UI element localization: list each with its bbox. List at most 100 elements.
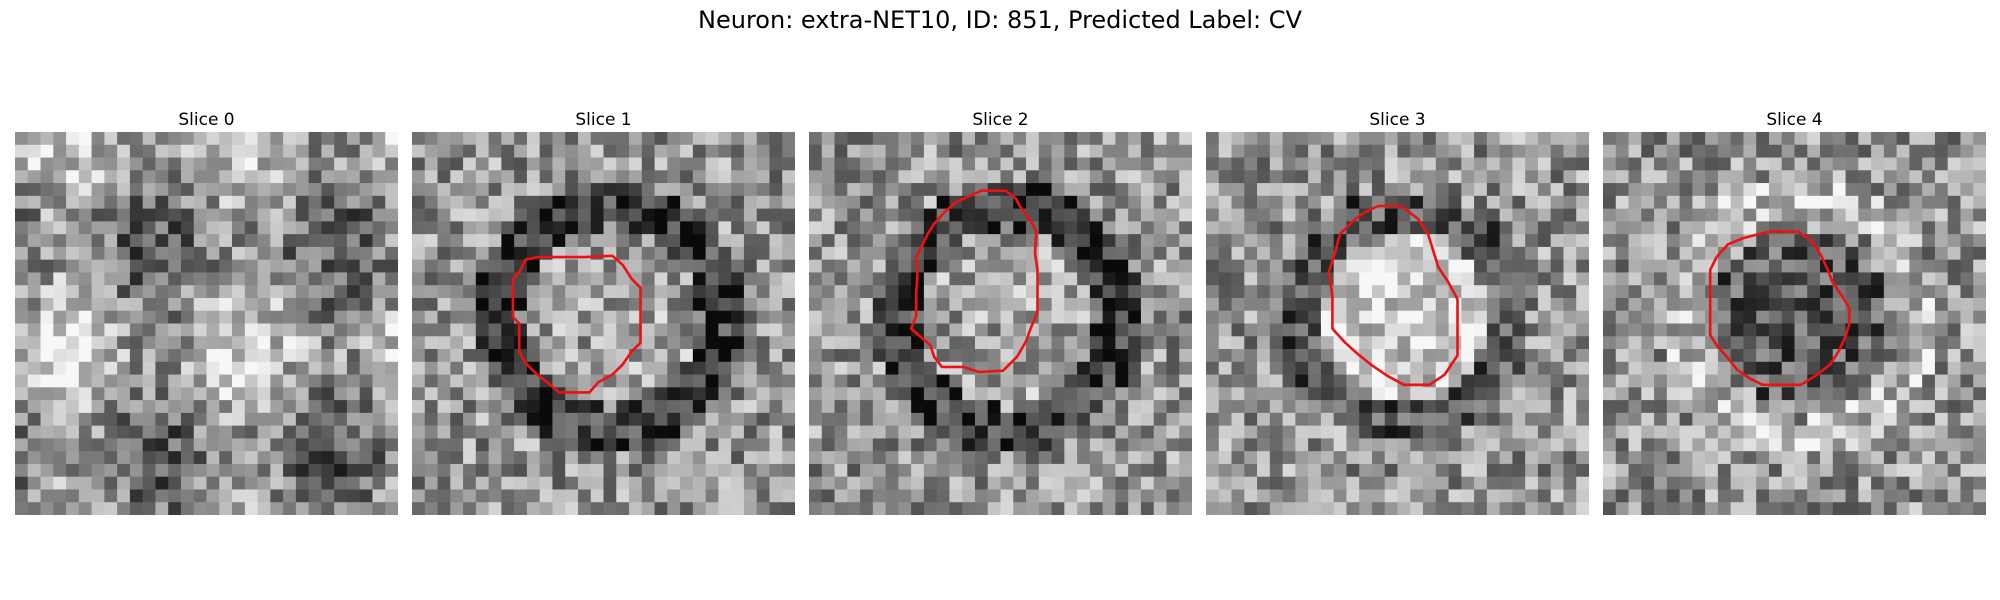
pixel-cell xyxy=(1308,489,1322,503)
pixel-cell xyxy=(962,412,976,427)
pixel-cell xyxy=(1934,502,1949,515)
pixel-cell xyxy=(731,349,745,363)
pixel-cell xyxy=(372,183,386,197)
pixel-cell xyxy=(424,259,438,273)
pixel-cell xyxy=(590,425,604,439)
pixel-cell xyxy=(1922,208,1936,222)
pixel-cell xyxy=(1295,451,1309,465)
pixel-cell xyxy=(1038,451,1052,465)
pixel-cell xyxy=(885,259,899,273)
pixel-cell xyxy=(1871,234,1885,248)
pixel-cell xyxy=(1115,387,1129,401)
pixel-cell xyxy=(463,297,477,312)
pixel-cell xyxy=(1512,400,1526,414)
pixel-cell xyxy=(514,234,528,248)
pixel-cell xyxy=(488,361,502,375)
pixel-cell xyxy=(142,438,156,452)
pixel-cell xyxy=(78,310,92,324)
pixel-cell xyxy=(359,425,373,439)
pixel-cell xyxy=(1384,400,1398,414)
pixel-cell xyxy=(1512,451,1526,465)
pixel-cell xyxy=(463,221,477,235)
pixel-cell xyxy=(1654,374,1668,388)
pixel-cell xyxy=(641,259,655,273)
pixel-cell xyxy=(1371,234,1386,248)
pixel-cell xyxy=(142,451,156,465)
pixel-cell xyxy=(1896,361,1910,375)
pixel-cell xyxy=(1934,221,1949,235)
pixel-cell xyxy=(104,387,118,401)
pixel-cell xyxy=(168,374,182,388)
pixel-cell xyxy=(78,183,92,197)
pixel-cell xyxy=(475,144,489,158)
pixel-cell xyxy=(1140,400,1155,414)
pixel-cell xyxy=(705,221,719,235)
pixel-cell xyxy=(1013,412,1027,427)
pixel-cell xyxy=(232,195,246,209)
pixel-cell xyxy=(501,400,515,414)
pixel-cell xyxy=(1499,132,1513,146)
pixel-cell xyxy=(1973,425,1986,439)
pixel-cell xyxy=(962,323,976,337)
pixel-cell xyxy=(1832,297,1846,312)
pixel-cell xyxy=(1410,502,1424,515)
pixel-cell xyxy=(180,502,195,515)
slice-image xyxy=(412,132,795,515)
pixel-cell xyxy=(475,310,489,324)
pixel-cell xyxy=(270,170,284,184)
pixel-cell xyxy=(1026,425,1040,439)
pixel-cell xyxy=(1486,400,1501,414)
pixel-cell xyxy=(1883,476,1898,490)
pixel-cell xyxy=(1615,425,1629,439)
pixel-cell xyxy=(1615,400,1629,414)
pixel-cell xyxy=(206,272,220,286)
pixel-cell xyxy=(1486,170,1501,184)
pixel-cell xyxy=(756,425,770,439)
pixel-cell xyxy=(27,323,41,337)
pixel-cell xyxy=(1909,221,1923,235)
pixel-cell xyxy=(193,451,207,465)
pixel-cell xyxy=(1499,144,1513,158)
pixel-cell xyxy=(1820,463,1834,478)
pixel-cell xyxy=(603,272,617,286)
pixel-cell xyxy=(629,425,643,439)
pixel-cell xyxy=(1499,323,1513,337)
pixel-cell xyxy=(1244,310,1258,324)
pixel-cell xyxy=(155,132,169,146)
pixel-cell xyxy=(1384,438,1398,452)
pixel-cell xyxy=(321,387,335,401)
pixel-cell xyxy=(295,463,310,478)
pixel-cell xyxy=(834,170,848,184)
pixel-cell xyxy=(1781,285,1795,299)
pixel-cell xyxy=(1499,412,1513,427)
pixel-cell xyxy=(1563,157,1577,171)
pixel-cell xyxy=(1128,463,1142,478)
pixel-cell xyxy=(475,361,489,375)
pixel-cell xyxy=(1128,310,1142,324)
pixel-cell xyxy=(1486,259,1501,273)
pixel-cell xyxy=(514,208,528,222)
pixel-cell xyxy=(872,259,886,273)
pixel-cell xyxy=(1038,259,1052,273)
pixel-cell xyxy=(860,476,874,490)
pixel-cell xyxy=(27,195,41,209)
pixel-cell xyxy=(1179,412,1192,427)
pixel-cell xyxy=(1231,285,1245,299)
pixel-cell xyxy=(1486,476,1501,490)
pixel-cell xyxy=(53,349,67,363)
pixel-cell xyxy=(437,234,451,248)
pixel-cell xyxy=(104,208,118,222)
pixel-cell xyxy=(987,310,1001,324)
pixel-cell xyxy=(1666,234,1680,248)
pixel-cell xyxy=(1244,132,1258,146)
pixel-cell xyxy=(1397,157,1411,171)
pixel-cell xyxy=(1038,476,1052,490)
pixel-cell xyxy=(1768,323,1783,337)
pixel-cell xyxy=(1206,144,1220,158)
pixel-cell xyxy=(1013,272,1027,286)
pixel-cell xyxy=(1756,246,1770,261)
pixel-cell xyxy=(847,272,861,286)
pixel-cell xyxy=(1730,412,1744,427)
pixel-cell xyxy=(463,361,477,375)
pixel-cell xyxy=(1384,157,1398,171)
